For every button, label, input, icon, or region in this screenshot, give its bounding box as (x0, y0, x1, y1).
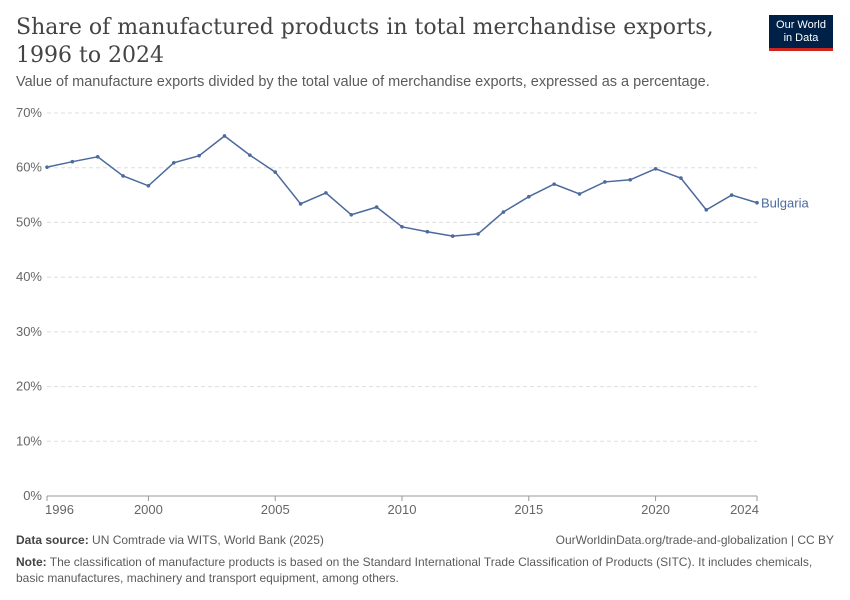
series-label: Bulgaria (761, 196, 809, 211)
y-tick-label: 40% (16, 269, 42, 284)
source-url[interactable]: OurWorldinData.org/trade-and-globalizati… (555, 533, 834, 547)
source-text: UN Comtrade via WITS, World Bank (2025) (92, 533, 324, 547)
data-point (121, 174, 125, 178)
x-tick-label: 2000 (134, 502, 163, 517)
data-point (755, 200, 759, 205)
y-tick-label: 20% (16, 379, 42, 394)
data-point (425, 229, 430, 234)
data-point (146, 183, 151, 188)
data-point (501, 210, 506, 214)
data-point (349, 212, 354, 217)
data-point (603, 180, 607, 184)
data-point (374, 205, 379, 209)
data-point (95, 154, 100, 159)
chart-subtitle: Value of manufacture exports divided by … (16, 74, 710, 90)
chart-title: Share of manufactured products in total … (16, 15, 714, 68)
y-tick-label: 70% (16, 105, 42, 120)
data-point (248, 153, 252, 157)
series-line-bulgaria (46, 135, 758, 237)
owid-logo[interactable]: Our World in Data (769, 15, 833, 51)
line-chart: 0% 10% 20% 30% 40% 50% 60% 70% 1996 2000 2005 2010 2… (16, 105, 809, 517)
data-point (273, 170, 278, 174)
x-tick-label: 2005 (261, 502, 290, 517)
note: Note: The classification of manufacture … (16, 554, 816, 586)
x-tick-label: 2024 (730, 502, 759, 517)
data-point (628, 177, 633, 182)
data-point (298, 202, 303, 206)
x-tick-label: 1996 (45, 502, 74, 517)
data-point (70, 159, 75, 164)
y-tick-label: 50% (16, 214, 42, 229)
data-point (400, 225, 404, 229)
y-tick-label: 60% (16, 160, 42, 175)
data-point (476, 232, 480, 236)
source-label: Data source: (16, 533, 89, 547)
data-point (171, 160, 176, 165)
data-source: Data source: UN Comtrade via WITS, World… (16, 533, 324, 547)
data-point (552, 182, 556, 186)
x-tick-label: 2015 (514, 502, 543, 517)
y-tick-label: 10% (16, 433, 42, 448)
y-tick-label: 0% (23, 488, 42, 503)
note-text: The classification of manufacture produc… (16, 555, 813, 585)
data-point (679, 176, 683, 180)
data-point (729, 193, 734, 197)
data-point (222, 134, 227, 138)
data-point (197, 153, 201, 158)
x-tick-label: 2020 (641, 502, 670, 517)
data-point (653, 167, 658, 171)
data-point (324, 191, 328, 195)
y-tick-label: 30% (16, 324, 42, 339)
data-point (45, 165, 49, 169)
data-point (704, 208, 709, 212)
x-tick-label: 2010 (388, 502, 417, 517)
data-point (577, 192, 582, 196)
data-point (526, 194, 531, 199)
data-point (450, 234, 455, 238)
note-label: Note: (16, 555, 47, 569)
